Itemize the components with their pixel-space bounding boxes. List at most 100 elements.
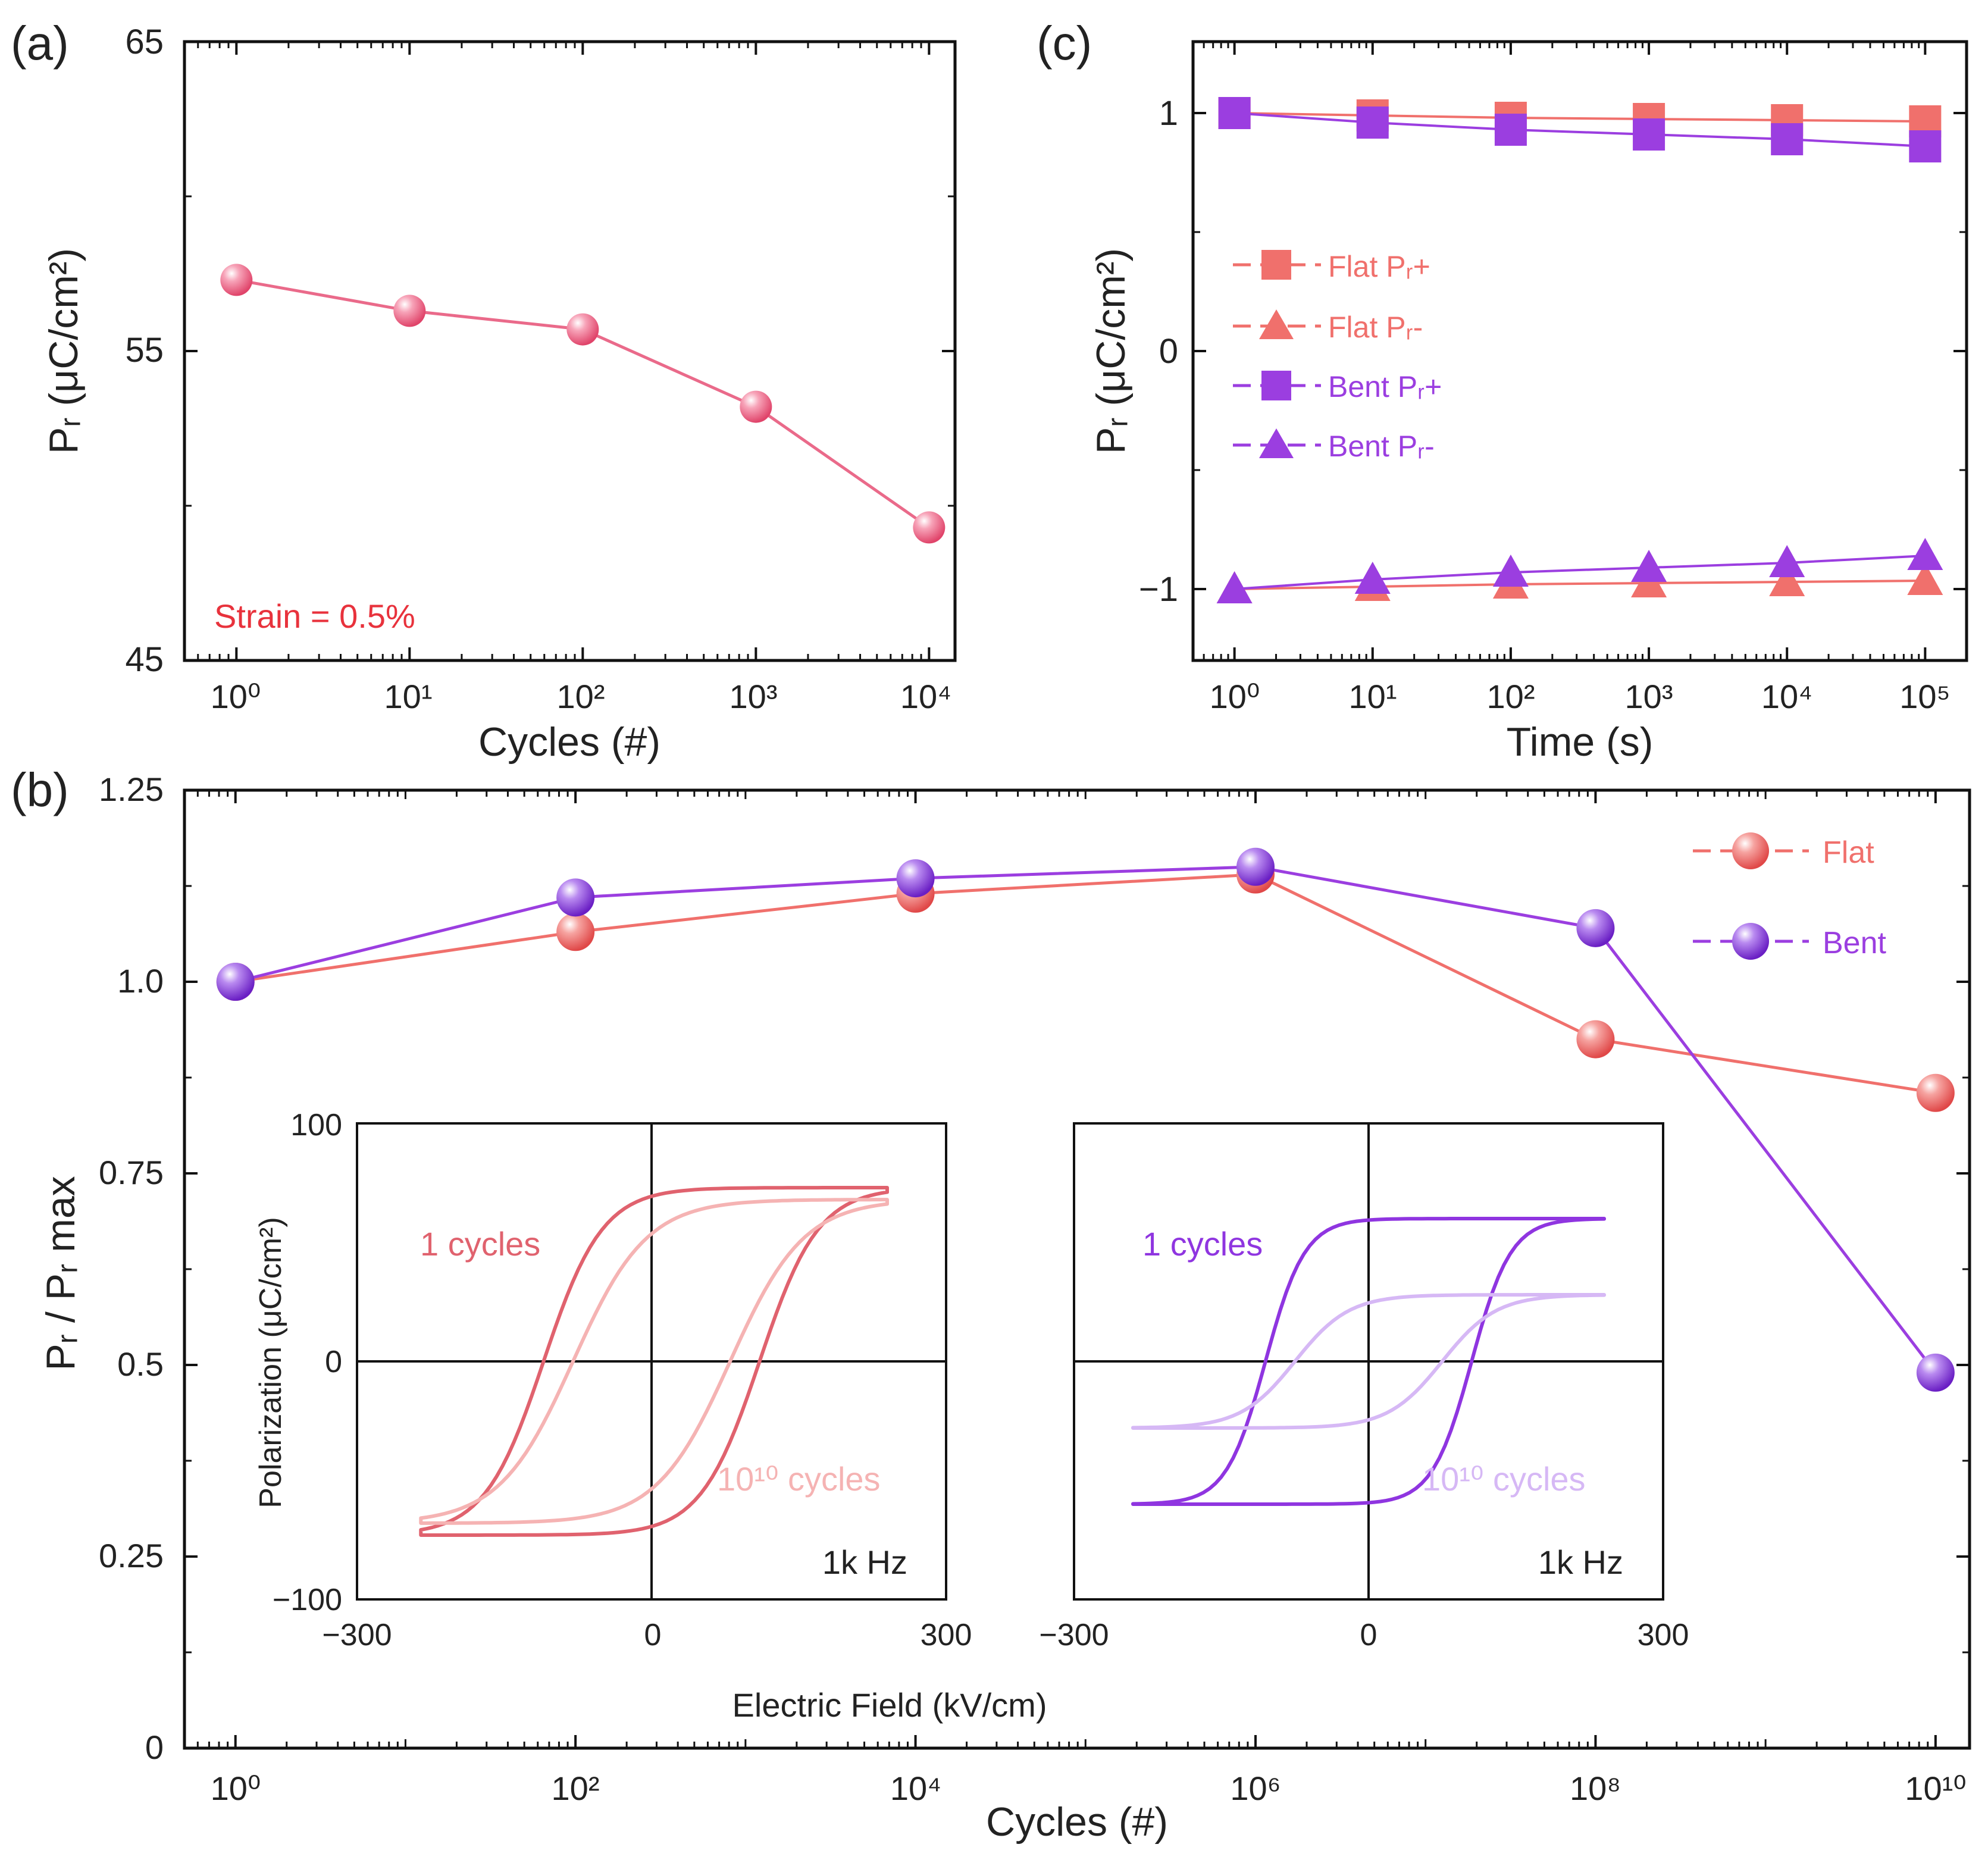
a-xtick-label: 10⁰ [211, 678, 261, 715]
il-ylabel: Polarization (μC/cm²) [253, 1217, 288, 1508]
inset-left-ticks [357, 1123, 946, 1599]
a-xtick-label: 10¹ [384, 678, 433, 715]
ir-label-1-cycles: 1 cycles [1142, 1225, 1263, 1263]
data-point-bent [1236, 847, 1275, 886]
a-xlabel: Cycles (#) [478, 719, 660, 765]
data-point-triangle [1907, 563, 1943, 595]
data-point-bent [556, 878, 595, 917]
data-point [740, 390, 772, 423]
inset-right-loops [1131, 1217, 1606, 1506]
panel-b-xticklabels: 10⁰ 10² 10⁴ 10⁶ 10⁸ 10¹⁰ [211, 1770, 1967, 1807]
series-line-0 [1234, 112, 1926, 123]
inset-left: 100 0 −100 −300 0 300 Polarization (μC/c… [253, 1108, 972, 1652]
inset-right: −300 0 300 1 cycles 10¹⁰ cycles 1k Hz [1039, 1122, 1689, 1652]
panel-c-series [1216, 97, 1943, 603]
data-point-triangle [1907, 538, 1943, 570]
b-xtick-label: 10² [552, 1770, 600, 1807]
data-point [220, 264, 253, 296]
a-ytick-label: 45 [125, 640, 164, 679]
panel-label-a: (a) [11, 17, 69, 70]
data-point-bent [216, 963, 255, 1001]
panel-label-c: (c) [1037, 17, 1092, 70]
data-point-triangle [1769, 564, 1805, 596]
data-point-bent [1916, 1353, 1955, 1392]
a-ytick-label: 55 [125, 331, 164, 370]
data-point-bent [896, 859, 935, 898]
legend-bent: Bent [1693, 923, 1887, 960]
b-ytick-label: 0.75 [99, 1154, 164, 1191]
c-xtick-label: 10⁵ [1899, 678, 1951, 715]
hysteresis-loop-1 [1131, 1293, 1606, 1430]
inset-left-loops [419, 1186, 889, 1537]
panel-b-ticks [184, 789, 1970, 1749]
b-xtick-label: 10⁸ [1570, 1770, 1621, 1807]
panel-b-yticklabels: 0 0.25 0.5 0.75 1.0 1.25 [99, 771, 164, 1766]
legend-label: Flat Pᵣ+ [1328, 250, 1430, 283]
c-xtick-label: 10⁴ [1761, 678, 1812, 715]
hysteresis-loop-0 [1131, 1217, 1606, 1506]
legend-bent-pr-minus: Bent Pᵣ- [1233, 428, 1435, 463]
il-label-1e10-cycles: 10¹⁰ cycles [717, 1460, 881, 1498]
c-xtick-label: 10² [1487, 678, 1535, 715]
data-point [393, 295, 426, 327]
inset-xlabel: Electric Field (kV/cm) [732, 1686, 1047, 1724]
c-xtick-label: 10³ [1625, 678, 1673, 715]
data-point [913, 511, 946, 544]
il-xtick-label: 300 [921, 1618, 972, 1652]
il-ytick-label: 0 [325, 1345, 342, 1379]
a-annotation: Strain = 0.5% [214, 597, 415, 635]
legend-label: Flat [1823, 835, 1874, 870]
panel-c-xticklabels: 10⁰ 10¹ 10² 10³ 10⁴ 10⁵ [1210, 678, 1951, 715]
inset-right-ticks [1074, 1123, 1663, 1599]
series-line-1 [1234, 580, 1926, 590]
a-xtick-label: 10⁴ [900, 678, 951, 715]
il-ytick-label: 100 [290, 1108, 342, 1142]
data-point-square [1356, 107, 1389, 139]
series-line-3 [1234, 555, 1926, 590]
a-ylabel: Pᵣ (μC/cm²) [41, 248, 86, 454]
panel-c-frame [1191, 40, 1968, 662]
data-point-flat [556, 913, 595, 951]
b-ylabel: Pᵣ / Pᵣ max [38, 1176, 83, 1370]
legend-label: Bent Pᵣ- [1328, 430, 1435, 463]
panel-b: 0 0.25 0.5 0.75 1.0 1.25 10⁰ 10² 10⁴ 10⁶… [38, 771, 1971, 1845]
il-label-freq: 1k Hz [822, 1543, 907, 1581]
series-line-bent [235, 865, 1937, 1374]
b-ytick-label: 0 [145, 1729, 164, 1766]
panel-a-yticklabels: 45 55 65 [125, 23, 164, 679]
a-ytick-label: 65 [125, 23, 164, 61]
c-ytick-label: 1 [1159, 94, 1178, 133]
b-xtick-label: 10⁰ [211, 1770, 261, 1807]
ir-xtick-label: −300 [1039, 1618, 1109, 1652]
data-point-square [1771, 123, 1804, 155]
data-point-triangle [1769, 545, 1805, 577]
data-point-triangle [1216, 571, 1253, 603]
c-xtick-label: 10¹ [1349, 678, 1397, 715]
ir-label-1e10-cycles: 10¹⁰ cycles [1422, 1460, 1586, 1498]
il-xtick-label: −300 [322, 1618, 392, 1652]
panel-c-legend: Flat Pᵣ+ Flat Pᵣ- Bent Pᵣ+ Bent Pᵣ- [1233, 250, 1442, 463]
data-point-triangle [1492, 555, 1529, 587]
series-line-2 [1234, 112, 1926, 148]
panel-label-b: (b) [11, 763, 69, 816]
c-ytick-label: 0 [1159, 332, 1178, 371]
b-ytick-label: 1.25 [99, 771, 164, 808]
data-point-flat [1916, 1073, 1955, 1112]
c-ytick-label: −1 [1139, 570, 1178, 609]
panel-b-series [216, 847, 1955, 1392]
panel-b-legend: Flat Bent [1693, 832, 1887, 960]
legend-label: Bent Pᵣ+ [1328, 370, 1442, 403]
panel-a: 45 55 65 10⁰ 10¹ 10² 10³ 10⁴ Cycles (#) … [41, 23, 957, 765]
c-xtick-label: 10⁰ [1210, 678, 1260, 715]
b-ytick-label: 0.25 [99, 1537, 164, 1574]
panel-a-series [220, 264, 946, 544]
a-xtick-label: 10³ [730, 678, 778, 715]
ir-xtick-label: 0 [1360, 1618, 1377, 1652]
data-point-triangle [1631, 550, 1667, 582]
panel-a-frame [183, 40, 957, 662]
panel-a-ticks [184, 40, 955, 662]
series-line-flat [235, 873, 1936, 1095]
legend-flat-pr-plus: Flat Pᵣ+ [1233, 250, 1430, 283]
il-xtick-label: 0 [644, 1618, 662, 1652]
